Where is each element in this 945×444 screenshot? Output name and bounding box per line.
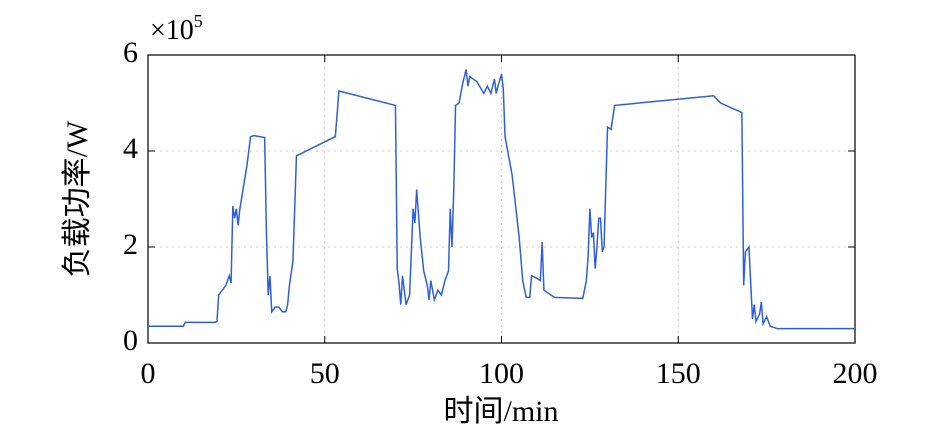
y-tick-label: 6: [123, 36, 138, 69]
x-tick-label: 0: [141, 357, 156, 390]
x-tick-label: 100: [479, 357, 524, 390]
multiplier-base: ×10: [150, 15, 194, 46]
y-multiplier: ×105: [150, 11, 203, 46]
x-tick-label: 50: [310, 357, 340, 390]
y-tick-label: 0: [123, 324, 138, 357]
data-line: [148, 69, 855, 330]
multiplier-exponent: 5: [194, 11, 203, 31]
plot-frame: [147, 54, 856, 344]
x-axis-label: 时间/min: [443, 395, 558, 428]
x-tick-label: 150: [656, 357, 701, 390]
y-tick-label: 2: [123, 228, 138, 261]
y-tick-label: 4: [123, 132, 138, 165]
y-axis-label: 负载功率/W: [61, 120, 94, 277]
x-tick-label: 200: [833, 357, 878, 390]
